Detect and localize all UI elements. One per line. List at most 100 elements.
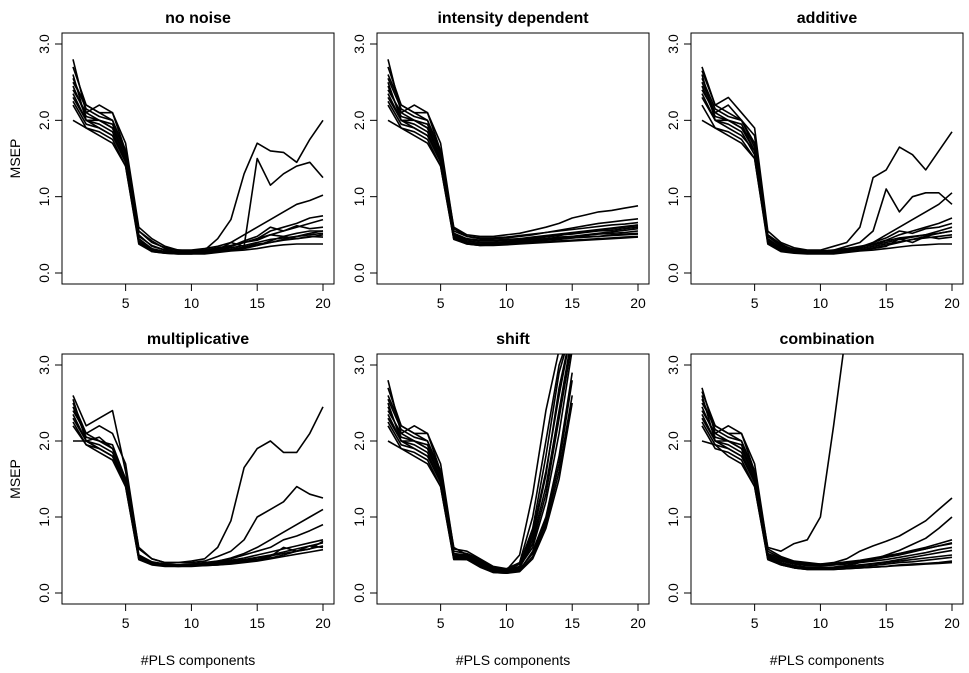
x-tick-label: 20 (315, 615, 331, 631)
y-tick-label: 0.0 (665, 583, 681, 603)
series-line (701, 70, 953, 252)
x-axis-label: #PLS components (141, 652, 255, 668)
series-line (387, 81, 639, 244)
panel-title: shift (496, 331, 530, 348)
y-tick-label: 1.0 (36, 507, 52, 527)
series-line (701, 74, 953, 254)
series-line (701, 81, 953, 253)
y-tick-label: 1.0 (665, 507, 681, 527)
series-line (701, 391, 953, 565)
series-line (387, 93, 639, 245)
series-line (72, 100, 324, 254)
series-line (72, 402, 324, 564)
x-tick-label: 5 (437, 295, 445, 311)
y-tick-label: 3.0 (665, 34, 681, 54)
series-line (701, 89, 953, 253)
series-line (387, 85, 639, 244)
y-tick-label: 0.0 (665, 263, 681, 283)
y-tick-label: 0.0 (36, 583, 52, 603)
series-line (387, 354, 566, 572)
x-tick-label: 15 (249, 615, 265, 631)
series-line (387, 354, 573, 572)
y-tick-label: 3.0 (351, 34, 367, 54)
series-line (701, 66, 953, 251)
x-tick-label: 20 (630, 295, 646, 311)
series-line (701, 395, 953, 567)
y-tick-label: 1.0 (665, 187, 681, 207)
y-tick-label: 0.0 (36, 263, 52, 283)
series-line (72, 398, 324, 566)
plot-frame (61, 32, 335, 285)
x-tick-label: 10 (184, 615, 200, 631)
series-line (387, 74, 639, 240)
series-line (701, 421, 953, 571)
panel-6: combination 5 10 15 20 0.0 1.0 2.0 3.0 #PLS compo… (665, 331, 964, 668)
series-line (387, 77, 639, 242)
series-line (72, 77, 324, 253)
panel-4: multiplicative 5 10 15 20 0.0 1.0 2.0 3.0 MSEP #PL… (7, 331, 335, 668)
plot-frame (690, 353, 964, 605)
series-line (72, 414, 324, 567)
y-tick-label: 1.0 (351, 507, 367, 527)
x-tick-label: 5 (751, 295, 759, 311)
x-tick-label: 20 (315, 295, 331, 311)
series-line (387, 59, 639, 238)
series-line (701, 440, 953, 569)
x-tick-label: 15 (564, 295, 580, 311)
panel-3: additive 5 10 15 20 0.0 1.0 2.0 3.0 (665, 10, 964, 311)
y-tick-label: 1.0 (351, 187, 367, 207)
series-line (72, 66, 323, 252)
series-line (72, 74, 324, 254)
y-tick-label: 3.0 (665, 355, 681, 375)
series-line (72, 421, 324, 568)
y-tick-label: 2.0 (351, 110, 367, 130)
panel-title: combination (779, 331, 874, 348)
x-tick-label: 20 (630, 615, 646, 631)
plot-frame (376, 353, 650, 605)
series-line (387, 354, 568, 572)
series-line (701, 93, 953, 254)
series-line (72, 410, 324, 566)
panel-title: multiplicative (147, 331, 249, 348)
x-tick-label: 5 (122, 295, 130, 311)
y-tick-label: 3.0 (36, 355, 52, 375)
x-axis-label: #PLS components (456, 652, 570, 668)
series-line (387, 402, 573, 575)
series-group (701, 66, 953, 255)
x-tick-label: 10 (499, 295, 515, 311)
y-tick-label: 0.0 (351, 583, 367, 603)
series-line (387, 100, 639, 246)
series-line (72, 119, 324, 255)
series-line (701, 402, 953, 565)
series-group (72, 59, 324, 255)
x-tick-label: 15 (564, 615, 580, 631)
x-tick-label: 15 (878, 295, 894, 311)
x-tick-label: 15 (878, 615, 894, 631)
panel-title: additive (797, 10, 858, 27)
plot-frame (61, 353, 335, 605)
y-tick-label: 0.0 (351, 263, 367, 283)
series-group (701, 354, 953, 571)
y-axis-label: MSEP (7, 459, 23, 499)
x-tick-label: 10 (813, 615, 829, 631)
y-tick-label: 2.0 (36, 110, 52, 130)
y-tick-label: 2.0 (665, 431, 681, 451)
series-line (387, 395, 573, 575)
y-tick-label: 3.0 (36, 34, 52, 54)
series-line (701, 77, 953, 253)
panel-title: no noise (165, 10, 231, 27)
series-line (72, 417, 324, 567)
series-group (387, 354, 573, 575)
series-line (72, 406, 324, 566)
x-tick-label: 5 (122, 615, 130, 631)
plot-frame (376, 32, 650, 285)
x-tick-label: 15 (249, 295, 265, 311)
panel-5: shift 5 10 15 20 0.0 1.0 2.0 3.0 #PLS components (351, 331, 650, 668)
y-tick-label: 2.0 (351, 431, 367, 451)
series-line (72, 395, 324, 564)
x-tick-label: 10 (184, 295, 200, 311)
y-axis-label: MSEP (7, 139, 23, 179)
x-tick-label: 10 (813, 295, 829, 311)
y-tick-label: 1.0 (36, 187, 52, 207)
panel-1: no noise 5 10 15 20 0.0 1.0 2.0 3.0 MSEP (7, 10, 335, 311)
